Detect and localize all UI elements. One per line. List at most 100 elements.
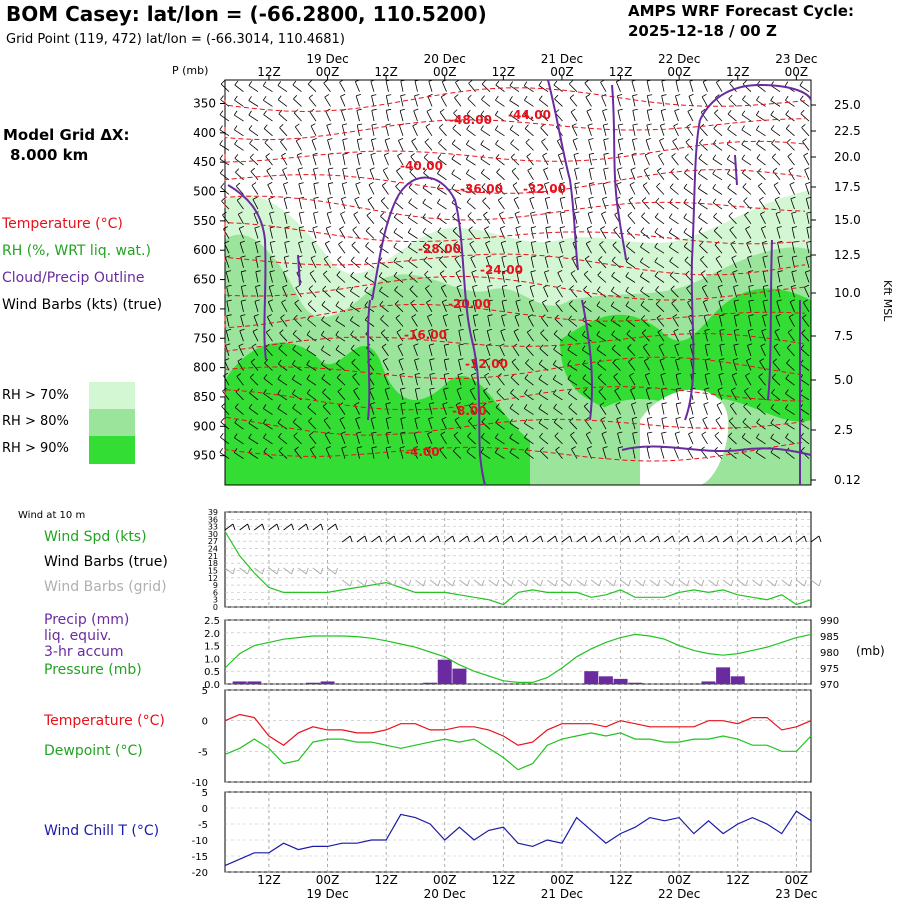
time-tick-label-top: 12Z (609, 65, 633, 79)
grid-wind-barb (283, 567, 295, 575)
pressure-sfc-tick-label: 985 (820, 632, 839, 643)
height-tick-label: 10.0 (834, 286, 861, 300)
time-tick-label-top: 00Z (316, 65, 340, 79)
cloud-outline (734, 154, 738, 186)
sfc-wind-barb (385, 535, 397, 543)
date-label-bottom: 23 Dec (775, 887, 817, 900)
pressure-tick-label: 650 (193, 273, 216, 287)
chill-tick-label: -5 (198, 820, 208, 831)
sfc-wind-barb (678, 535, 690, 543)
sfc-wind-barb (634, 535, 646, 543)
time-tick-label-bottom: 12Z (374, 873, 398, 887)
sfc-wind-barb (459, 535, 470, 543)
grid-wind-barb (400, 579, 412, 587)
temperature-contour-label: -32.00 (523, 182, 566, 196)
pressure-tick-label: 400 (193, 126, 216, 140)
height-tick-label: 12.5 (834, 248, 861, 262)
grid-wind-barb (752, 579, 763, 587)
grid-wind-barb (429, 579, 441, 587)
grid-wind-barb (634, 579, 646, 587)
rh-shading (225, 190, 811, 485)
legend-wind-speed: Wind Spd (kts) (44, 529, 147, 545)
pressure-tick-label: 900 (193, 419, 216, 433)
sfc-wind-barb (708, 535, 719, 543)
chill-tick-label: -15 (192, 852, 208, 863)
wind-tick-label: 12 (208, 574, 218, 583)
temperature-contour-label: -28.00 (418, 242, 461, 256)
grid-wind-barb (327, 567, 338, 575)
date-label-top: 23 Dec (775, 52, 817, 66)
pressure-tick-label: 700 (193, 302, 216, 316)
temperature-contour (224, 87, 806, 113)
wind-tick-label: 30 (208, 530, 218, 539)
temperature-contour-label: -48.00 (449, 113, 492, 127)
temp-tick-label: 0 (202, 717, 208, 728)
time-tick-label-top: 12Z (374, 65, 398, 79)
grid-wind-barb (312, 567, 324, 575)
precip-tick-label: 0.5 (204, 667, 220, 678)
pressure-tick-label: 600 (193, 243, 216, 257)
chill-tick-label: 5 (202, 788, 208, 799)
wind-panel-frame (224, 511, 812, 608)
time-tick-label-bottom: 00Z (667, 873, 691, 887)
rh-area-2 (225, 342, 530, 485)
precip-bar (716, 667, 731, 684)
legend-precip-liq: liq. equiv. (44, 628, 112, 644)
grid-wind-barb (766, 579, 778, 587)
chill-panel-frame (224, 791, 812, 873)
precip-bar (613, 678, 628, 684)
height-axis-title: Kft MSL (881, 280, 894, 322)
grid-wind-barb (693, 579, 705, 587)
pressure-tick-label: 450 (193, 155, 216, 169)
grid-wind-barb (678, 579, 690, 587)
time-tick-label-bottom: 12Z (492, 873, 516, 887)
sfc-wind-barb (283, 523, 295, 531)
legend-wind-barbs: Wind Barbs (kts) (true) (2, 297, 163, 313)
temperature-contour (224, 356, 806, 379)
wind-tick-label: 6 (213, 588, 218, 597)
cloud-outline (367, 299, 371, 421)
wind-tick-label: 0 (213, 603, 218, 612)
sfc-wind-barb (766, 535, 778, 543)
temperature-contour-label: -24.00 (480, 263, 523, 277)
temp-tick-label: 5 (202, 686, 208, 697)
grid-wind-barb (810, 579, 822, 587)
wind-tick-label: 21 (208, 552, 218, 561)
grid-wind-barb (503, 579, 514, 587)
temp-tick-label: -10 (192, 778, 208, 789)
wind-tick-label: 33 (208, 523, 218, 532)
temperature-contour-label: -4.00 (405, 445, 440, 459)
sfc-wind-barb (737, 535, 749, 543)
height-tick-label: 22.5 (834, 124, 861, 138)
sfc-wind-barb (473, 535, 485, 543)
grid-wind-barb (664, 579, 675, 587)
time-tick-label-bottom: 00Z (550, 873, 574, 887)
wind-tick-label: 3 (213, 596, 218, 605)
pressure-sfc-tick-label: 975 (820, 664, 839, 675)
legend-pressure: Pressure (mb) (44, 662, 142, 678)
grid-wind-barb (722, 579, 734, 587)
time-tick-label-top: 00Z (667, 65, 691, 79)
grid-wind-barb (737, 579, 749, 587)
sfc-wind-barb (649, 535, 661, 543)
grid-wind-barb (781, 579, 793, 587)
cloud-outline (581, 299, 593, 421)
time-tick-label-bottom: 12Z (257, 873, 281, 887)
grid-wind-barb (459, 579, 470, 587)
wind-chill-line (224, 810, 812, 867)
pressure-sfc-axis-title: (mb) (856, 644, 885, 658)
chill-tick-label: -10 (192, 836, 208, 847)
temperature-contour (224, 275, 806, 301)
grid-wind-barb (708, 579, 719, 587)
grid-wind-barb (444, 579, 456, 587)
temperature-contour (224, 303, 806, 329)
pressure-sfc-tick-label: 990 (820, 616, 839, 627)
precip-bar (305, 682, 320, 684)
sfc-wind-barb (400, 535, 412, 543)
sfc-wind-barb (561, 535, 573, 543)
model-grid-value: 8.000 km (10, 146, 89, 164)
pressure-sfc-tick-label: 970 (820, 680, 839, 691)
legend-dewpoint: Dewpoint (°C) (44, 743, 143, 759)
legend-precip-accum: 3-hr accum (44, 644, 124, 660)
date-label-top: 21 Dec (541, 52, 583, 66)
